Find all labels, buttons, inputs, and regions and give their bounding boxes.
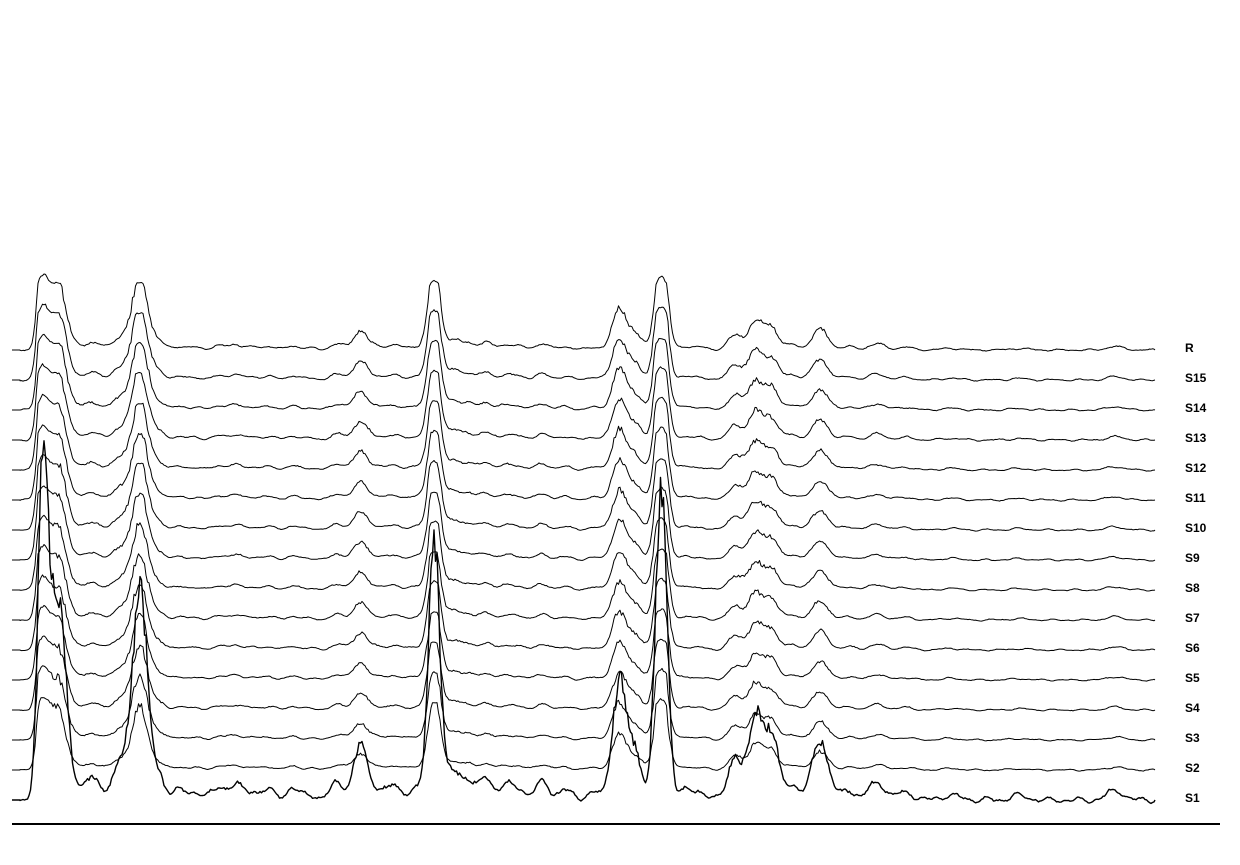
trace-line — [12, 698, 1155, 772]
trace-line — [12, 575, 1155, 651]
trace-label: S15 — [1185, 371, 1206, 385]
trace-label: S12 — [1185, 461, 1206, 475]
trace-label: S5 — [1185, 671, 1200, 685]
trace-label: S6 — [1185, 641, 1200, 655]
trace-line — [12, 364, 1155, 442]
trace-line — [12, 334, 1155, 411]
trace-label: S13 — [1185, 431, 1206, 445]
trace-label: S9 — [1185, 551, 1200, 565]
trace-label: S14 — [1185, 401, 1206, 415]
trace-label: S8 — [1185, 581, 1200, 595]
trace-line — [12, 666, 1155, 741]
trace-line — [12, 486, 1155, 561]
trace-label: S11 — [1185, 491, 1206, 505]
trace-label: S7 — [1185, 611, 1200, 625]
trace-line — [12, 304, 1155, 381]
trace-label: S4 — [1185, 701, 1200, 715]
trace-line — [12, 455, 1155, 532]
chromatogram-stack-plot: S1 S2 S3 S4 S5 S6 S7 S8 S9 S10 S11 S12 S13 S14 S15 R — [0, 0, 1240, 865]
trace-line — [12, 274, 1155, 351]
trace-label: S2 — [1185, 761, 1200, 775]
trace-line — [12, 545, 1155, 622]
trace-label: S1 — [1185, 791, 1200, 805]
trace-line — [12, 441, 1155, 804]
trace-line — [12, 394, 1155, 471]
trace-label: R — [1185, 341, 1194, 355]
trace-label: S3 — [1185, 731, 1200, 745]
trace-label: S10 — [1185, 521, 1206, 535]
plot-canvas — [0, 0, 1240, 865]
